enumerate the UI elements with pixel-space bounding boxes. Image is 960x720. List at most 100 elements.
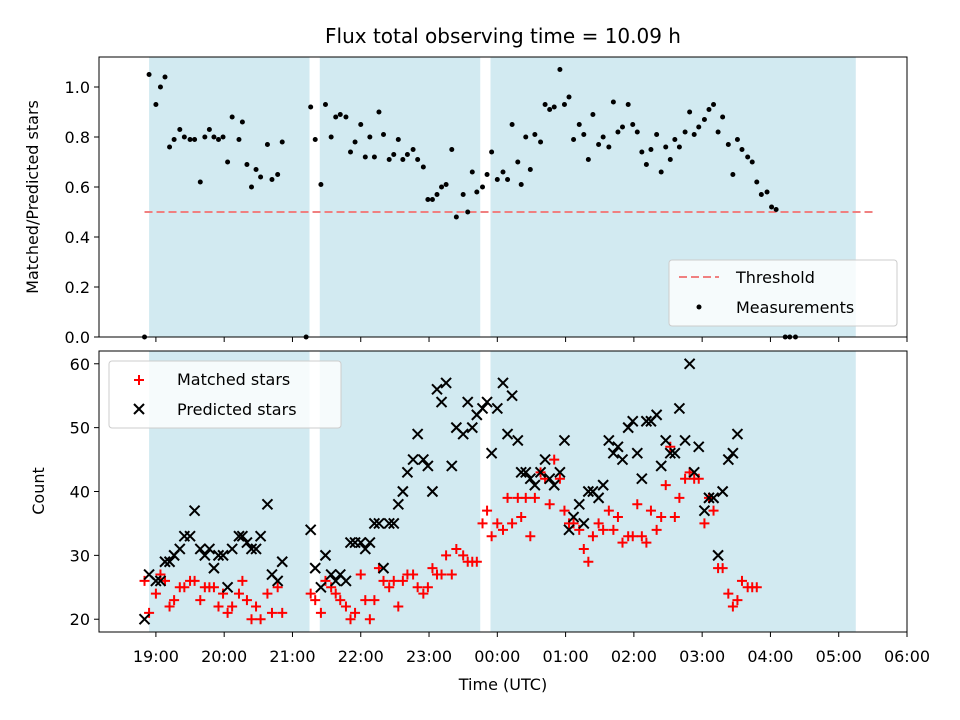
measurement-point [523,134,529,140]
predicted-star-marker [383,517,395,530]
predicted-star-marker [457,428,469,440]
matched-star-marker [155,569,166,580]
measurement-point [764,189,770,195]
matched-star-marker [482,505,493,516]
measurement-point [730,172,736,177]
measurement-point [474,189,480,195]
predicted-star-marker [188,504,201,517]
top-legend: Threshold Measurements [668,259,898,327]
legend-predicted-swatch [133,403,145,415]
predicted-star-marker [612,441,624,453]
measurement-point [248,184,254,190]
predicted-star-marker [325,568,337,581]
measurement-point [672,137,678,142]
predicted-star-marker [392,498,405,510]
predicted-star-marker [485,447,498,459]
predicted-star-marker [491,402,504,415]
matched-star-marker [520,492,531,503]
measurement-point [639,149,645,155]
predicted-star-marker [673,402,686,415]
predicted-star-marker [543,473,556,485]
predicted-star-marker [203,543,216,555]
measurement-point [484,172,490,177]
measurement-point [571,137,577,142]
matched-star-marker [451,543,462,554]
matched-star-marker [568,518,579,529]
predicted-star-marker [422,460,434,472]
predicted-star-marker [174,543,186,555]
measurement-point [696,124,702,130]
matched-star-marker [471,556,482,567]
predicted-star-marker [578,517,590,530]
matched-star-marker [617,537,628,548]
predicted-star-marker [194,543,206,555]
matched-star-marker [364,614,375,625]
y-tick-label: 1.0 [65,78,90,97]
predicted-star-marker [616,453,629,466]
predicted-star-marker [417,453,430,466]
matched-star-marker [310,595,321,606]
predicted-star-marker [241,536,253,549]
measurement-point [758,192,764,197]
predicted-stars-series [138,358,744,625]
matched-star-marker [422,582,433,593]
predicted-star-marker [340,575,352,587]
measurement-point [663,144,669,150]
predicted-star-marker [199,549,211,562]
matched-star-marker [612,512,623,523]
measurement-point [376,109,382,115]
matched-star-marker [360,595,371,606]
matched-star-marker [717,563,728,574]
predicted-star-marker [688,466,700,479]
predicted-star-marker [236,530,249,542]
observing-window-band [149,57,310,337]
predicted-star-marker [716,485,729,498]
y-tick-label: 0.6 [65,178,90,197]
measurement-point [236,137,242,142]
matched-star-marker [693,473,704,484]
matched-star-marker [233,588,244,599]
measurement-point [551,104,557,110]
legend-predicted-label: Predicted stars [177,400,297,419]
predicted-star-marker [731,428,744,440]
measurement-point [187,137,193,142]
x-tick-label: 05:00 [816,647,862,666]
legend-measurements-label: Measurements [736,298,854,317]
matched-star-marker [189,575,200,586]
y-tick-label: 0.0 [65,328,90,347]
matched-star-marker [498,524,508,535]
legend-matched-swatch [134,375,144,385]
matched-star-marker [632,499,643,510]
measurement-point [279,139,285,145]
predicted-star-marker [703,492,715,504]
matched-star-marker [388,575,399,586]
measurement-point [658,169,664,175]
measurement-point [769,204,775,210]
measurement-point [391,152,397,157]
top-y-axis-ticks: 0.0 0.2 0.4 0.6 0.8 1.0 [65,78,99,347]
y-tick-label: 20 [70,610,90,629]
predicted-star-marker [226,543,238,555]
legend-threshold-label: Threshold [735,268,815,287]
predicted-star-marker [466,421,478,434]
matched-star-marker [525,531,536,542]
measurement-point [215,137,221,142]
measurement-point [538,139,544,145]
matched-star-marker [179,582,190,593]
predicted-star-marker [440,377,452,389]
matched-star-marker [507,518,518,529]
measurement-point [606,144,612,150]
measurement-point [322,102,328,107]
matched-star-marker [554,473,565,484]
measurement-point [749,159,755,165]
predicted-star-marker [411,428,424,440]
measurement-point [258,174,264,180]
matched-star-marker [608,524,619,535]
predicted-star-marker [520,466,532,479]
measurement-point [715,129,721,135]
predicted-star-marker [476,402,489,415]
measurement-point [381,132,387,137]
predicted-star-marker [344,536,357,549]
matched-star-marker [246,614,257,625]
matched-star-marker [502,492,513,503]
